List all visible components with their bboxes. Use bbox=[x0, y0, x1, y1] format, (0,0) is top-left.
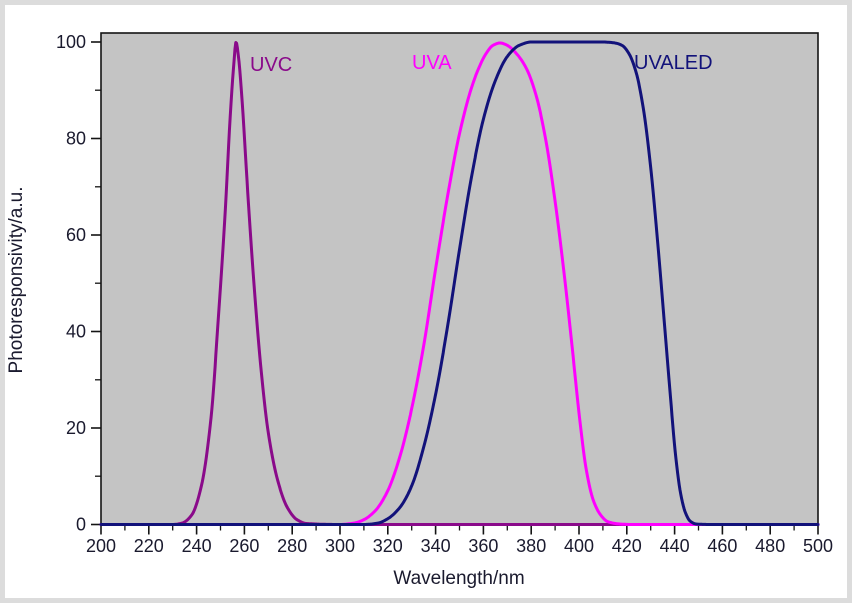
svg-text:320: 320 bbox=[373, 536, 403, 556]
svg-text:220: 220 bbox=[134, 536, 164, 556]
svg-text:360: 360 bbox=[468, 536, 498, 556]
svg-text:500: 500 bbox=[803, 536, 833, 556]
svg-text:UVC: UVC bbox=[250, 54, 292, 76]
svg-text:440: 440 bbox=[660, 536, 690, 556]
svg-text:260: 260 bbox=[229, 536, 259, 556]
svg-text:340: 340 bbox=[421, 536, 451, 556]
svg-text:380: 380 bbox=[516, 536, 546, 556]
svg-text:Wavelength/nm: Wavelength/nm bbox=[393, 568, 524, 589]
svg-text:400: 400 bbox=[564, 536, 594, 556]
svg-text:480: 480 bbox=[755, 536, 785, 556]
svg-text:280: 280 bbox=[277, 536, 307, 556]
svg-text:0: 0 bbox=[76, 515, 86, 535]
svg-text:60: 60 bbox=[66, 225, 86, 245]
svg-text:20: 20 bbox=[66, 418, 86, 438]
svg-text:40: 40 bbox=[66, 322, 86, 342]
svg-text:UVA: UVA bbox=[412, 52, 452, 74]
svg-text:420: 420 bbox=[612, 536, 642, 556]
svg-text:240: 240 bbox=[182, 536, 212, 556]
svg-text:100: 100 bbox=[56, 32, 86, 52]
svg-text:300: 300 bbox=[325, 536, 355, 556]
svg-text:80: 80 bbox=[66, 129, 86, 149]
svg-text:200: 200 bbox=[86, 536, 116, 556]
svg-text:Photoresponsivity/a.u.: Photoresponsivity/a.u. bbox=[6, 187, 27, 374]
svg-text:UVALED: UVALED bbox=[634, 52, 713, 74]
svg-text:460: 460 bbox=[707, 536, 737, 556]
